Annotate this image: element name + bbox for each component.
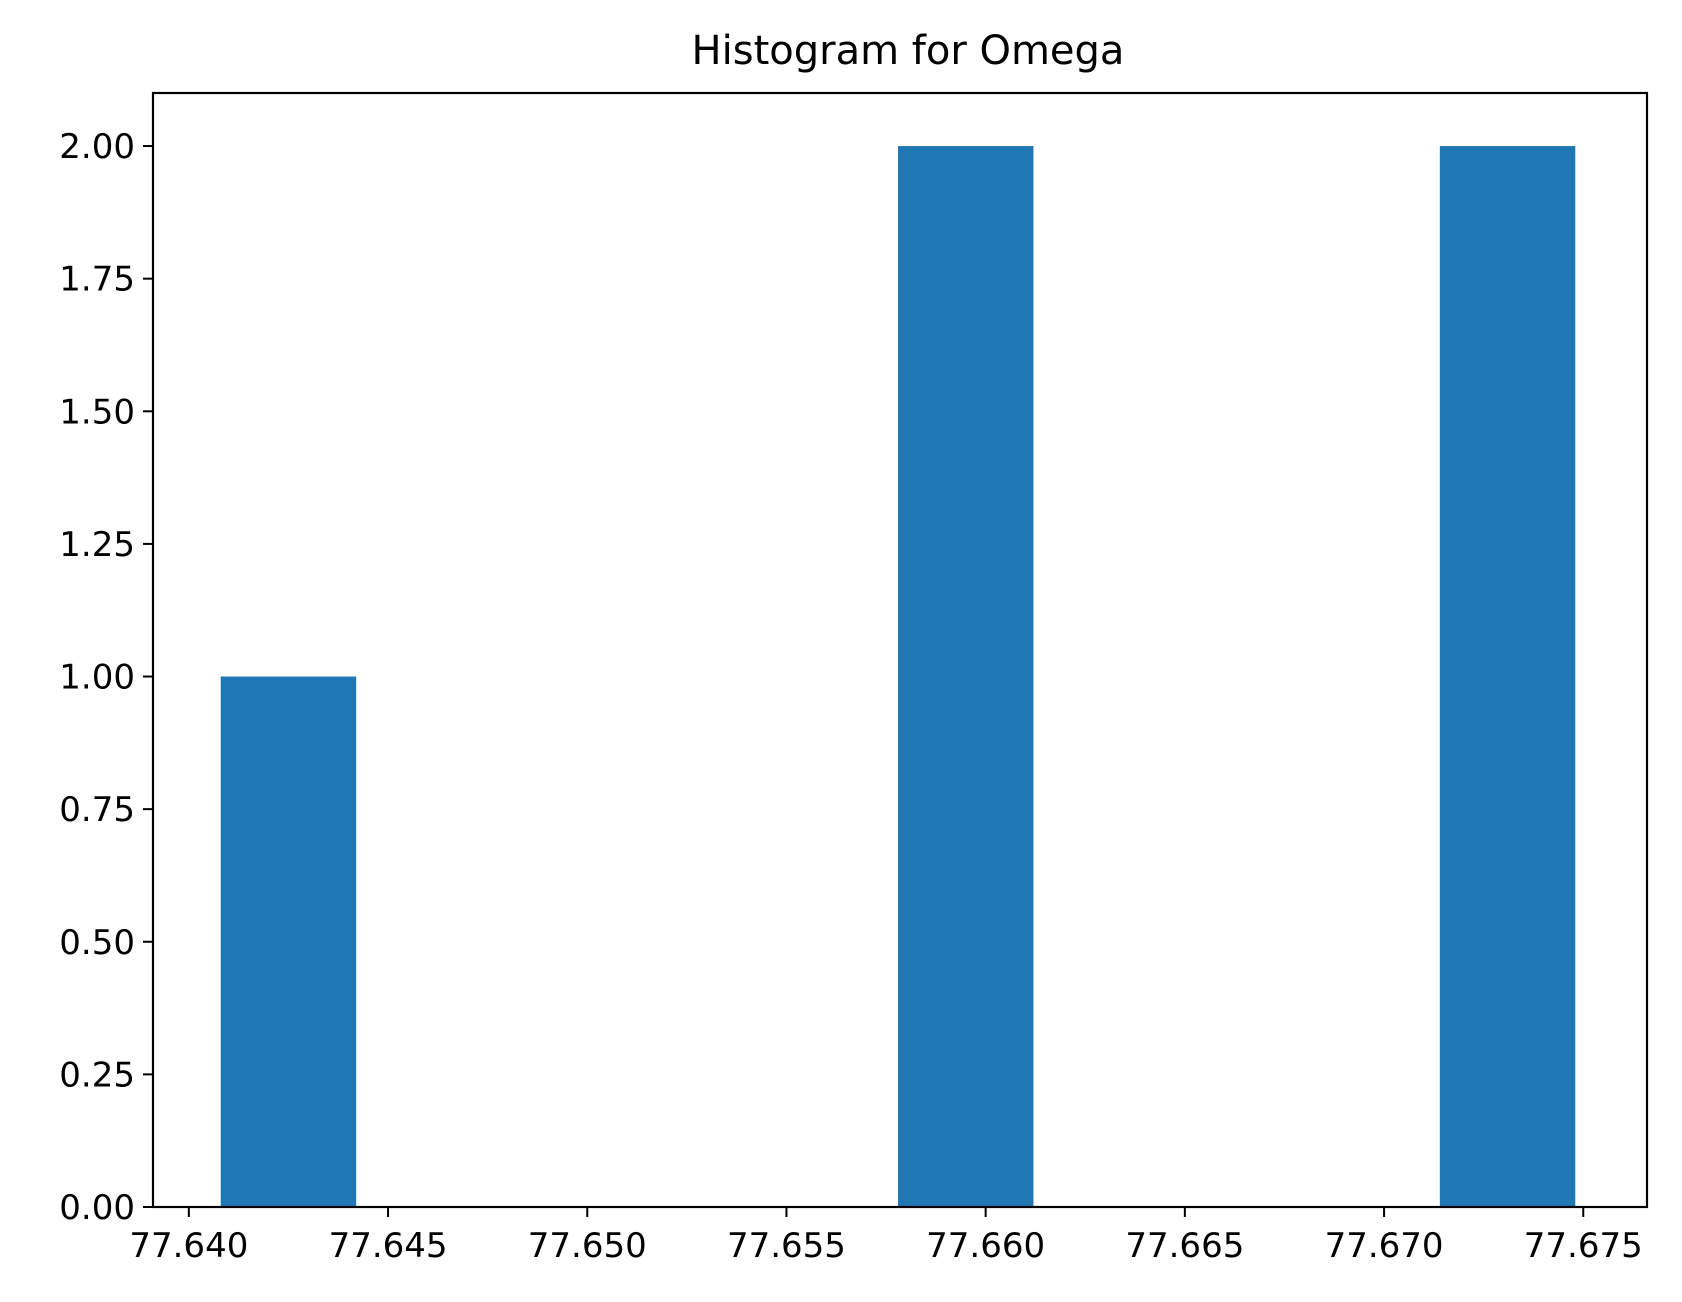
y-axis: 0.00 0.25 0.50 0.75 1.00 1.25 1.50 1.75 2.00 <box>59 127 153 1228</box>
y-tick-label: 1.25 <box>59 525 135 565</box>
x-tick-label: 77.640 <box>129 1226 248 1266</box>
y-tick-label: 0.25 <box>59 1055 135 1095</box>
chart-title: Histogram for Omega <box>692 28 1125 74</box>
y-tick-label: 1.75 <box>59 260 135 300</box>
x-tick-label: 77.675 <box>1524 1226 1643 1266</box>
y-tick-label: 1.50 <box>59 392 135 432</box>
y-tick-label: 0.75 <box>59 790 135 830</box>
bars-group <box>220 146 1576 1208</box>
histogram-bar-5 <box>898 146 1034 1208</box>
y-tick-label: 2.00 <box>59 127 135 167</box>
x-axis: 77.640 77.645 77.650 77.655 77.660 77.665 77.6… <box>129 1207 1643 1266</box>
y-tick-label: 1.00 <box>59 658 135 698</box>
x-tick-label: 77.670 <box>1325 1226 1444 1266</box>
y-tick-label: 0.50 <box>59 923 135 963</box>
x-tick-label: 77.660 <box>926 1226 1045 1266</box>
x-tick-label: 77.650 <box>528 1226 647 1266</box>
x-tick-label: 77.655 <box>727 1226 846 1266</box>
x-tick-label: 77.665 <box>1125 1226 1244 1266</box>
histogram-bar-0 <box>220 676 357 1207</box>
plot-frame <box>151 91 1649 1209</box>
y-tick-label: 0.00 <box>59 1188 135 1228</box>
x-tick-label: 77.645 <box>329 1226 448 1266</box>
histogram-bar-9 <box>1439 146 1576 1208</box>
